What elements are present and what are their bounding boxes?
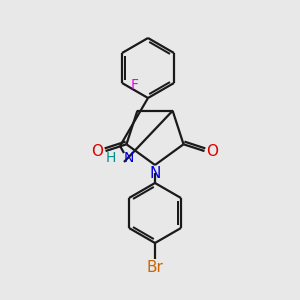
Text: N: N — [124, 151, 134, 165]
Text: F: F — [131, 78, 139, 92]
Text: H: H — [106, 151, 116, 165]
Text: Br: Br — [147, 260, 164, 274]
Text: O: O — [206, 144, 218, 159]
Text: N: N — [149, 166, 161, 181]
Text: O: O — [92, 144, 104, 159]
